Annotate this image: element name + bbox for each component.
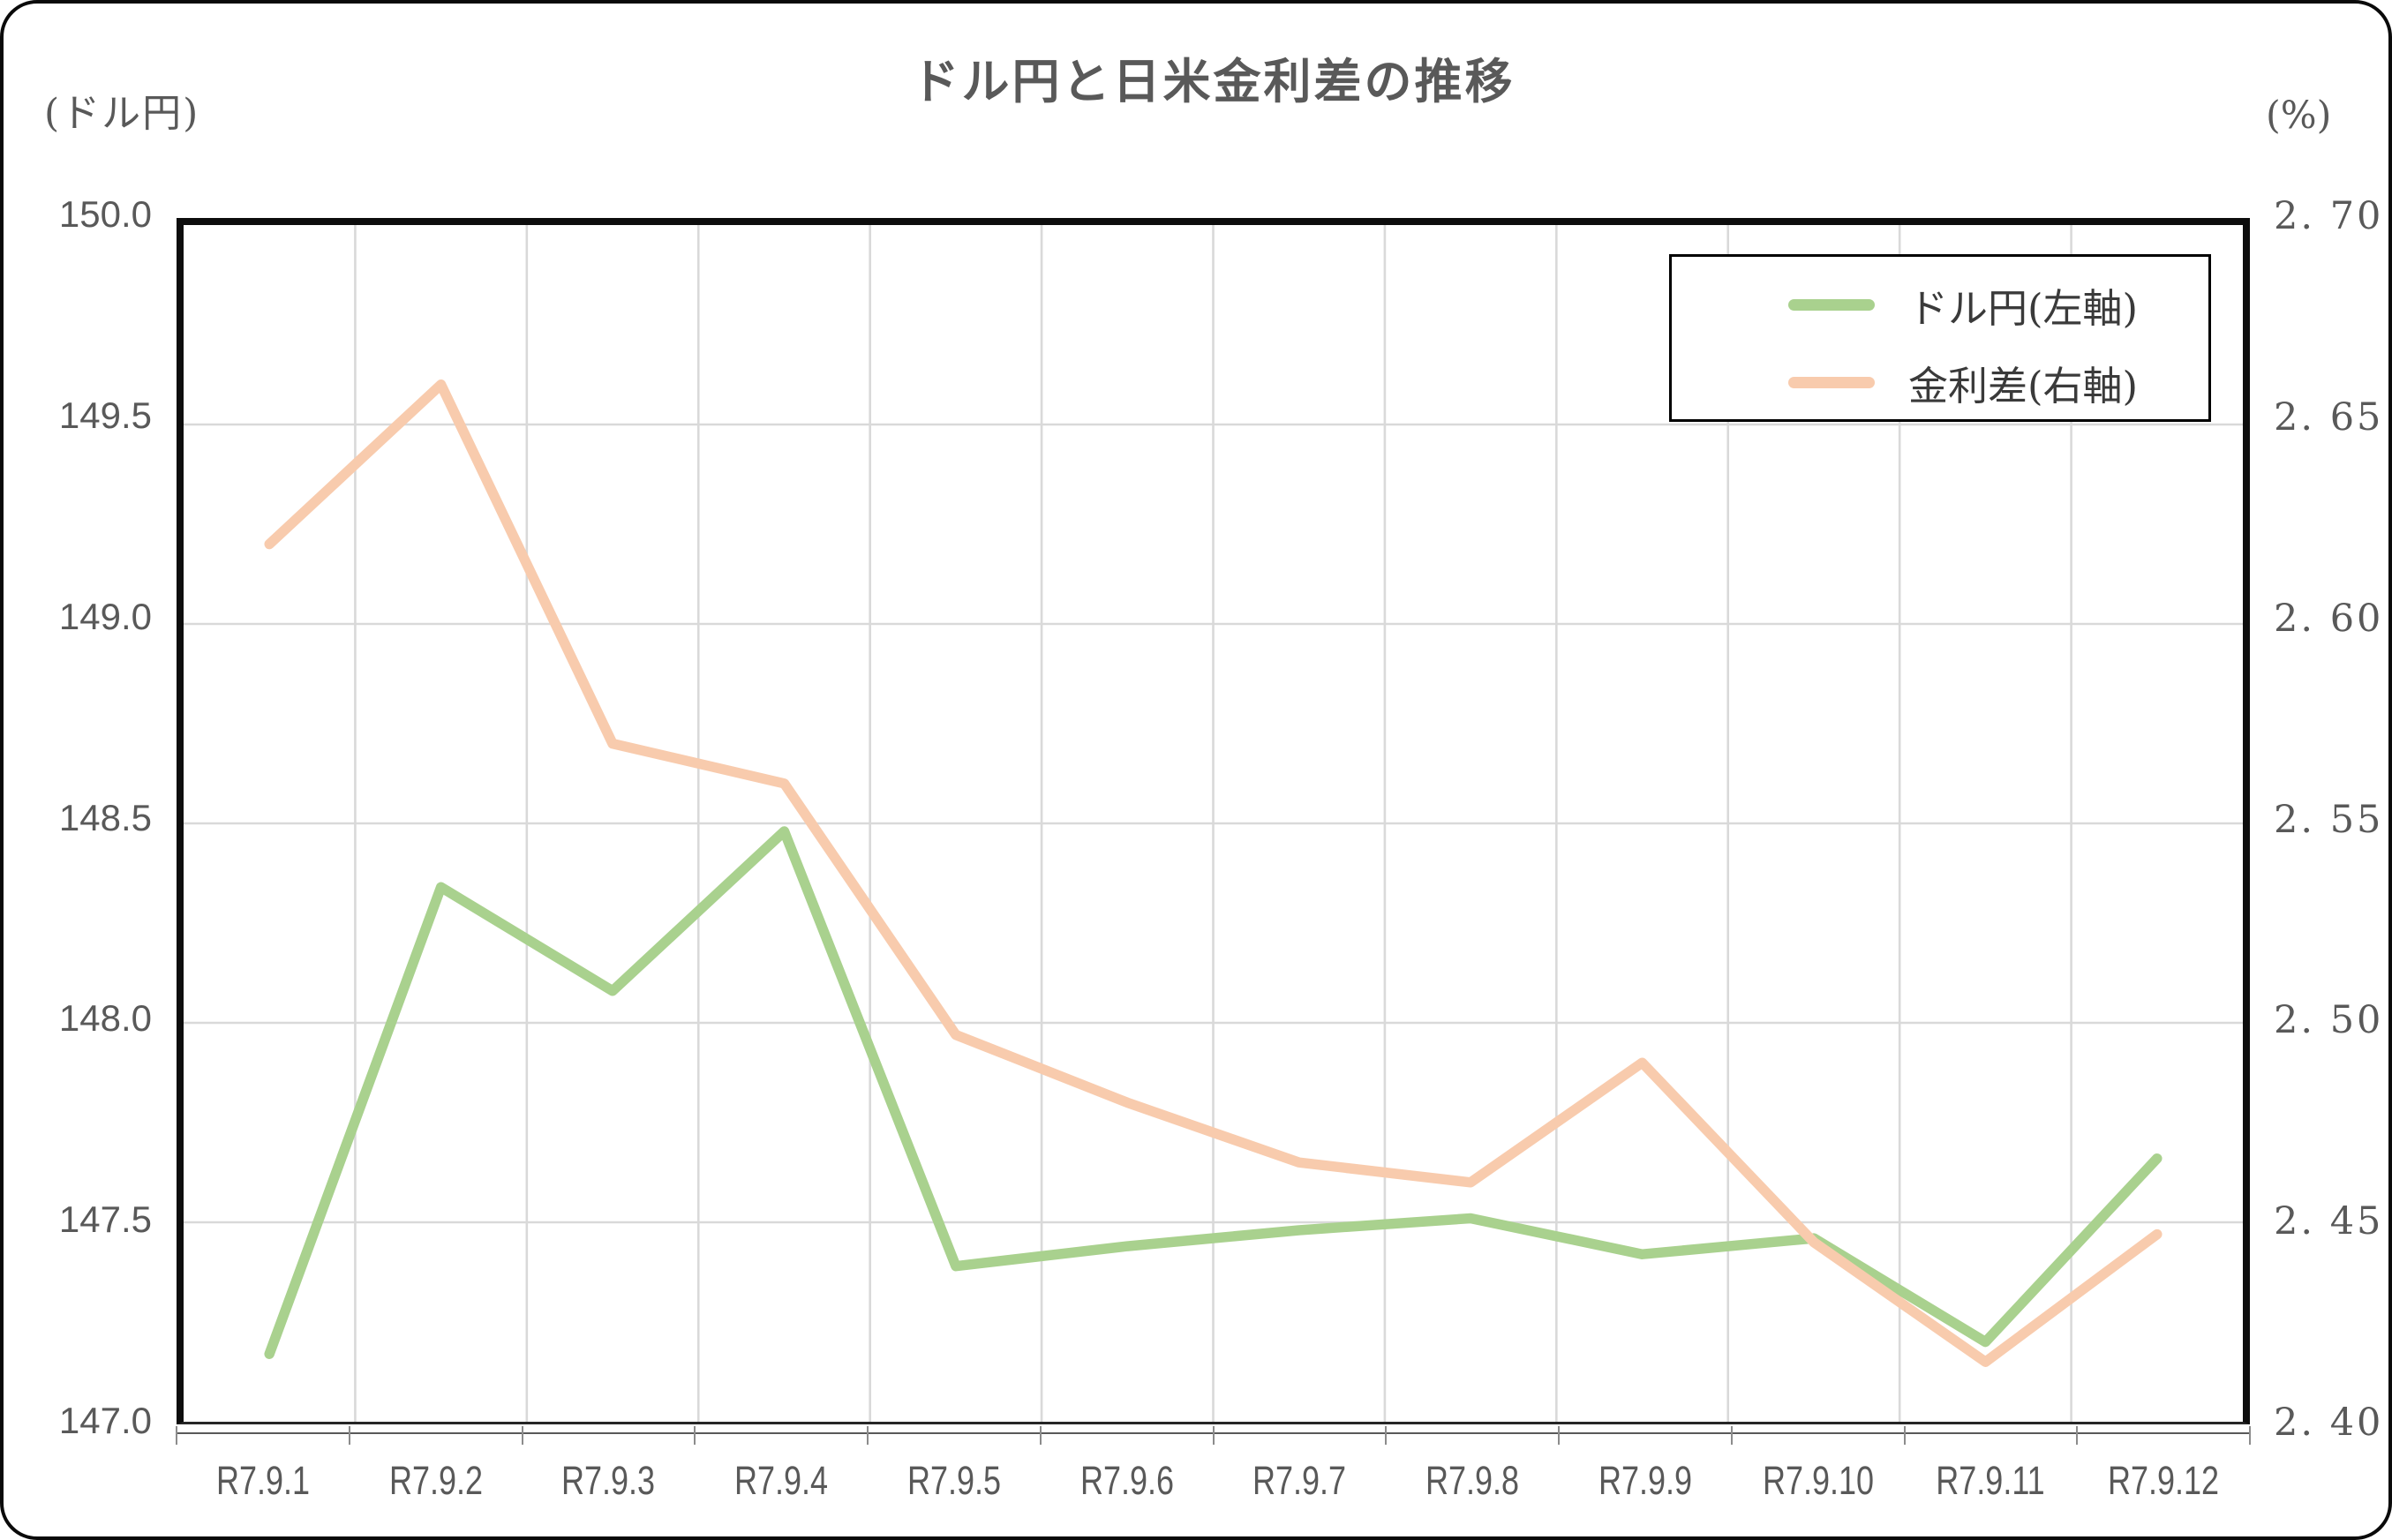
legend-line-swatch-rate-diff	[1788, 376, 1875, 388]
y-axis-tick-label-right: 2. 60	[2274, 596, 2384, 641]
series-line-rate-diff	[264, 379, 2163, 1367]
x-axis-tick-mark	[1212, 1426, 1215, 1445]
right-axis-unit-label: (%)	[2266, 94, 2332, 138]
x-axis-tick-label: R7.9.4	[734, 1458, 829, 1503]
y-axis-tick-label-right: 2. 50	[2274, 998, 2384, 1043]
x-axis-tick-mark	[2249, 1426, 2251, 1445]
x-axis-tick-label: R7.9.1	[215, 1458, 310, 1503]
x-axis-tick-mark	[1039, 1426, 1042, 1445]
chart-title: ドル円と日米金利差の推移	[911, 56, 1516, 109]
y-axis-tick-label-left: 147.0	[58, 1400, 152, 1441]
x-axis-tick-label: R7.9.8	[1425, 1458, 1520, 1503]
legend-item-rate-diff: 金利差(右軸)	[1788, 359, 2138, 409]
left-axis-unit-label: (ドル円)	[44, 91, 200, 136]
legend-item-usd-jpy: ドル円(左軸)	[1788, 282, 2138, 332]
series-line-usd-jpy	[264, 826, 2163, 1359]
x-axis-tick-mark	[1730, 1426, 1733, 1445]
x-axis-tick-label: R7.9.11	[1936, 1458, 2046, 1503]
x-axis-tick-mark	[1385, 1426, 1388, 1445]
x-axis-tick-mark	[867, 1426, 869, 1445]
x-axis-tick-mark	[1903, 1426, 1906, 1445]
x-axis-tick-label: R7.9.12	[2108, 1458, 2220, 1503]
x-axis-tick-mark	[521, 1426, 523, 1445]
x-axis-tick-mark	[694, 1426, 696, 1445]
x-axis-tick-label: R7.9.9	[1598, 1458, 1692, 1503]
x-axis-tick-label: R7.9.3	[561, 1458, 656, 1503]
x-axis-tick-label: R7.9.10	[1762, 1458, 1874, 1503]
y-axis-tick-label-right: 2. 45	[2274, 1199, 2384, 1244]
y-axis-tick-label-left: 149.0	[58, 595, 152, 637]
x-axis-tick-mark	[1558, 1426, 1560, 1445]
y-axis-tick-label-right: 2. 55	[2274, 797, 2384, 842]
y-axis-tick-label-left: 150.0	[58, 193, 152, 235]
x-axis-tick-mark	[176, 1426, 177, 1445]
y-axis-tick-label-right: 2. 65	[2274, 394, 2384, 439]
x-axis-tick-label: R7.9.2	[388, 1458, 483, 1503]
legend-line-swatch-usd-jpy	[1788, 298, 1875, 311]
x-axis-tick-mark	[348, 1426, 350, 1445]
y-axis-tick-label-left: 148.5	[58, 796, 152, 838]
legend: ドル円(左軸) 金利差(右軸)	[1669, 254, 2211, 422]
x-axis-tick-mark	[2076, 1426, 2079, 1445]
plot-svg	[184, 225, 2243, 1422]
legend-item-label: 金利差(右軸)	[1908, 362, 2139, 409]
y-axis-tick-label-right: 2. 40	[2274, 1401, 2384, 1445]
legend-item-label: ドル円(左軸)	[1908, 284, 2139, 332]
x-axis-tick-label: R7.9.5	[906, 1458, 1001, 1503]
y-axis-tick-label-left: 148.0	[58, 997, 152, 1040]
x-axis-tick-label: R7.9.7	[1252, 1458, 1347, 1503]
y-axis-tick-label-right: 2. 70	[2274, 194, 2384, 238]
y-axis-tick-label-left: 149.5	[58, 394, 152, 436]
y-axis-tick-label-left: 147.5	[58, 1198, 152, 1241]
x-axis-tick-label: R7.9.6	[1079, 1458, 1174, 1503]
